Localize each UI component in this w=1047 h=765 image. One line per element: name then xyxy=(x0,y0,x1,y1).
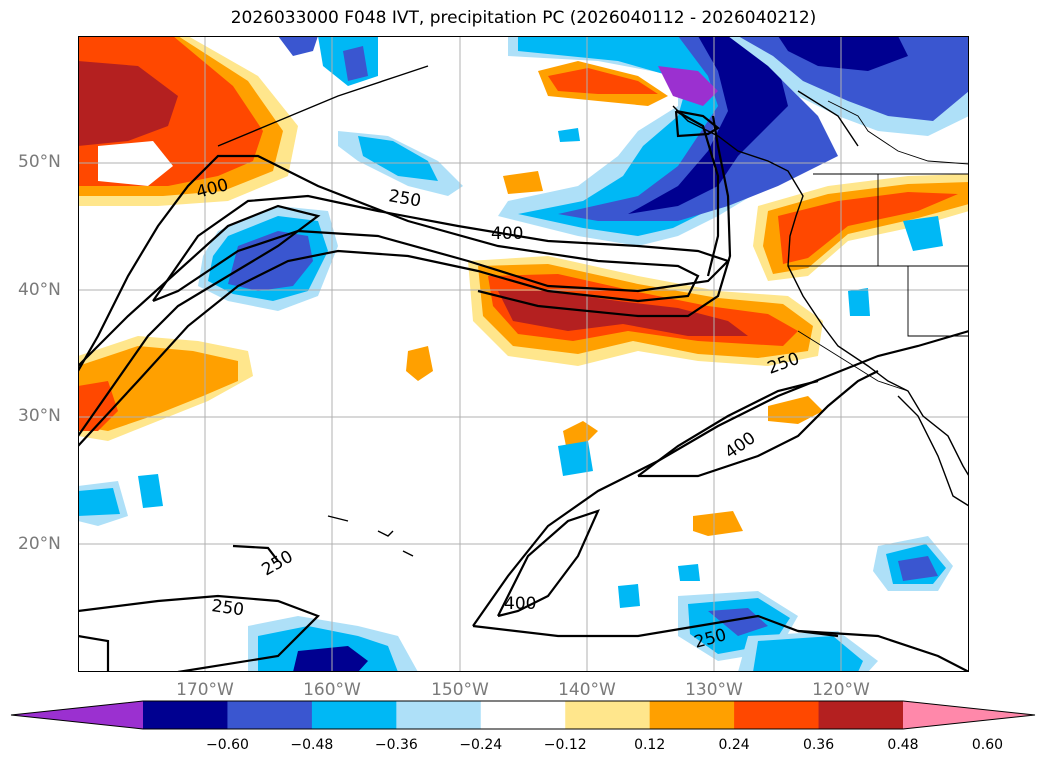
colorbar-extend-high xyxy=(903,701,1035,729)
ivt-contours xyxy=(78,109,969,672)
colorbar-segment xyxy=(311,701,397,729)
colorbar-segment xyxy=(649,701,735,729)
lon-label-170w: 170°W xyxy=(176,680,234,700)
contour-label: 400 xyxy=(504,594,536,614)
map-title: 2026033000 F048 IVT, precipitation PC (2… xyxy=(230,8,817,28)
colorbar-segment xyxy=(227,701,313,729)
colorbar-tick-label: −0.48 xyxy=(290,737,334,753)
colorbar-segment xyxy=(818,701,904,729)
colorbar-tick-label: 0.24 xyxy=(718,737,750,753)
lon-label-160w: 160°W xyxy=(303,680,361,700)
colorbar-segment xyxy=(143,701,228,729)
contour-label: 250 xyxy=(210,596,245,620)
colorbar-tick-label: −0.24 xyxy=(459,737,503,753)
lon-label-120w: 120°W xyxy=(812,680,870,700)
colorbar xyxy=(10,700,1036,730)
colorbar-tick-label: −0.12 xyxy=(543,737,587,753)
lat-label-50n: 50°N xyxy=(18,152,61,172)
contour-labels: 400 250 400 250 400 250 250 400 250 xyxy=(194,175,802,653)
colorbar-extend-low xyxy=(11,701,143,729)
contour-label: 400 xyxy=(491,224,523,244)
colorbar-tick-label: 0.48 xyxy=(887,737,919,753)
colorbar-segment xyxy=(480,701,566,729)
lon-label-150w: 150°W xyxy=(431,680,489,700)
colorbar-tick-label: 0.60 xyxy=(971,737,1004,753)
colorbar-tick-label: −0.36 xyxy=(374,737,418,753)
lon-label-140w: 140°W xyxy=(558,680,616,700)
negative-precip-shading xyxy=(78,36,969,672)
lat-label-20n: 20°N xyxy=(18,534,61,554)
lat-label-30n: 30°N xyxy=(18,406,61,426)
positive-precip-shading xyxy=(78,36,969,536)
colorbar-tick-label: −0.60 xyxy=(205,737,249,753)
graticule xyxy=(78,36,969,672)
colorbar-tick-label: 0.36 xyxy=(802,737,835,753)
colorbar-segment xyxy=(734,701,820,729)
colorbar-tick-label: 0.12 xyxy=(634,737,666,753)
colorbar-segment xyxy=(565,701,651,729)
lat-label-40n: 40°N xyxy=(18,280,61,300)
colorbar-segment xyxy=(396,701,482,729)
coastlines xyxy=(217,65,969,557)
map-panel: 400 250 400 250 400 250 250 400 250 xyxy=(78,36,969,672)
lon-label-130w: 130°W xyxy=(685,680,743,700)
